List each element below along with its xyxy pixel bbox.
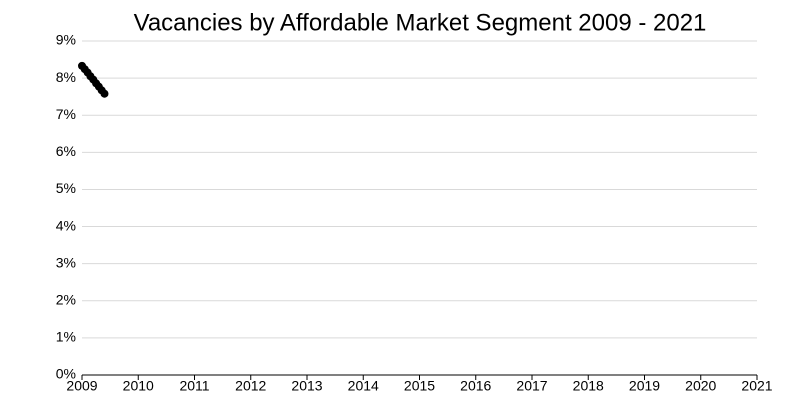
x-tick-label: 2009	[66, 378, 97, 394]
y-tick-label: 7%	[56, 106, 76, 122]
y-tick-label: 9%	[56, 32, 76, 48]
x-tick-label: 2020	[685, 378, 716, 394]
x-tick-label: 2010	[123, 378, 154, 394]
y-tick-label: 2%	[56, 291, 76, 307]
y-tick-label: 5%	[56, 180, 76, 196]
point	[100, 89, 109, 98]
x-tick-label: 2012	[235, 378, 266, 394]
x-tick-label: 2017	[516, 378, 547, 394]
x-tick-label: 2019	[629, 378, 660, 394]
y-tick-label: 3%	[56, 254, 76, 270]
x-tick-label: 2021	[741, 378, 772, 394]
x-tick-label: 2018	[573, 378, 604, 394]
y-tick-label: 1%	[56, 329, 76, 345]
x-tick-label: 2014	[348, 378, 379, 394]
x-tick-label: 2015	[404, 378, 435, 394]
x-tick-label: 2016	[460, 378, 491, 394]
x-tick-label: 2011	[179, 378, 209, 394]
chart-title: Vacancies by Affordable Market Segment 2…	[134, 9, 707, 36]
y-tick-label: 6%	[56, 143, 76, 159]
y-tick-label: 0%	[56, 366, 76, 382]
x-tick-label: 2013	[291, 378, 322, 394]
y-tick-label: 8%	[56, 69, 76, 85]
y-tick-label: 4%	[56, 217, 76, 233]
